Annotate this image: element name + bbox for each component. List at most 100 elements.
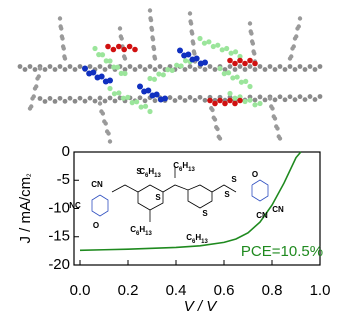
atom: [118, 26, 122, 30]
atom: [145, 88, 151, 94]
atom: [73, 67, 78, 72]
atom: [149, 18, 153, 22]
atom: [38, 66, 42, 70]
atom: [248, 64, 253, 69]
x-tick-label: 0.0: [70, 282, 91, 299]
structure-label: C6H13: [130, 225, 152, 236]
atom: [101, 111, 105, 115]
y-tick-label: -10: [48, 199, 70, 216]
atom: [308, 64, 313, 69]
atom: [170, 68, 175, 73]
atom: [137, 84, 143, 90]
atom: [211, 44, 216, 49]
atom: [247, 58, 253, 64]
annotation: PCE=10.5%: [241, 243, 323, 260]
atom: [263, 67, 268, 72]
atom: [107, 86, 112, 91]
atom: [293, 67, 298, 72]
atom: [139, 104, 144, 109]
atom: [130, 100, 135, 105]
atom: [185, 52, 191, 58]
atom: [68, 96, 73, 101]
atom: [111, 47, 117, 53]
atom: [203, 67, 208, 72]
atom: [239, 80, 244, 85]
molecular-packing-image: [18, 8, 323, 143]
atom: [106, 131, 110, 135]
atom: [63, 99, 68, 104]
atom: [183, 58, 188, 63]
atom: [43, 99, 48, 104]
atom: [190, 31, 194, 35]
atom: [222, 71, 227, 76]
atom: [226, 70, 231, 75]
atom: [30, 96, 34, 100]
atom: [303, 67, 308, 72]
atom: [108, 96, 113, 101]
atom: [215, 43, 220, 48]
atom: [283, 67, 288, 72]
atom: [59, 26, 63, 30]
atom: [132, 47, 138, 53]
atom: [112, 91, 117, 96]
atom: [268, 96, 272, 100]
structure-label: C6H13: [186, 233, 208, 244]
atom: [33, 67, 38, 72]
atom: [134, 99, 139, 104]
structure-label: S: [231, 175, 237, 184]
atom: [318, 94, 323, 99]
atom: [232, 61, 238, 67]
x-tick-label: 1.0: [310, 282, 331, 299]
atom: [105, 44, 111, 50]
atom: [100, 52, 105, 57]
atom: [193, 98, 198, 103]
atom: [283, 97, 288, 102]
atom: [278, 64, 283, 69]
atom: [53, 67, 58, 72]
atom: [153, 56, 157, 60]
atom: [202, 41, 207, 46]
atom: [98, 96, 103, 101]
atom: [158, 64, 163, 69]
atom: [298, 94, 303, 99]
atom: [294, 34, 298, 38]
atom: [313, 97, 318, 102]
structure-label: CN: [272, 205, 284, 214]
atom: [119, 36, 123, 40]
atom: [232, 96, 237, 101]
atom: [253, 98, 258, 103]
atom: [252, 61, 258, 67]
atom: [138, 64, 143, 69]
atom: [108, 139, 112, 143]
structure-label: S: [224, 190, 230, 199]
structure-label: CN: [91, 180, 103, 189]
atom: [273, 97, 278, 102]
atom: [143, 67, 148, 72]
atom: [249, 31, 253, 35]
atom: [33, 86, 37, 90]
atom: [298, 64, 303, 69]
structure-label: O: [93, 221, 99, 230]
atom: [116, 44, 122, 50]
atom: [153, 67, 158, 72]
atom: [78, 96, 83, 101]
atom: [88, 64, 93, 69]
atom: [202, 60, 208, 66]
atom: [213, 67, 218, 72]
atom: [188, 11, 192, 15]
atom: [217, 66, 222, 71]
atom: [243, 67, 248, 72]
atom: [58, 64, 63, 69]
atom: [128, 64, 133, 69]
atom: [153, 98, 158, 103]
atom: [148, 8, 152, 12]
atom: [125, 95, 130, 100]
structure-label: C6H13: [173, 161, 195, 172]
atom: [92, 46, 97, 51]
atom: [258, 95, 263, 100]
atom: [58, 96, 63, 101]
atom: [174, 63, 179, 68]
atom: [63, 67, 68, 72]
atom: [253, 67, 258, 72]
atom: [121, 47, 127, 53]
